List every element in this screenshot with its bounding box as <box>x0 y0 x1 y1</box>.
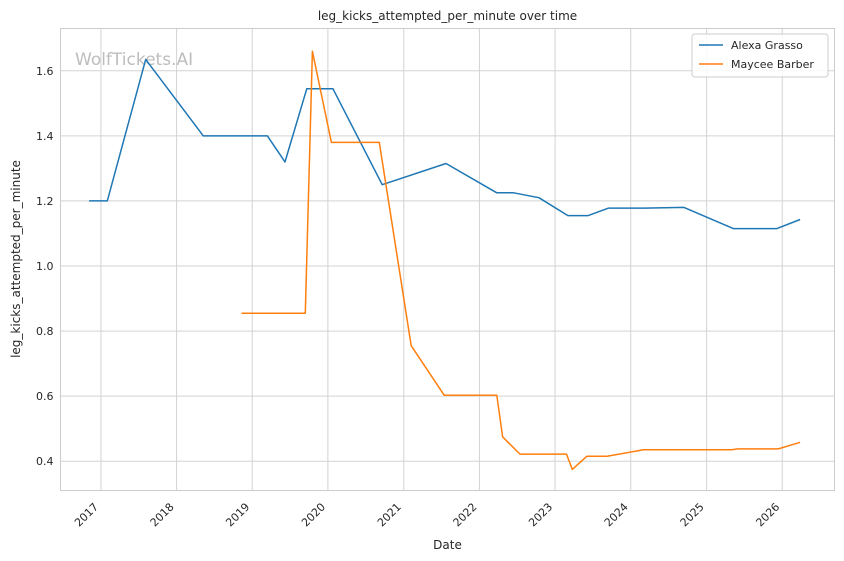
chart-title: leg_kicks_attempted_per_minute over time <box>318 9 577 23</box>
y-tick-label: 0.6 <box>36 390 54 403</box>
y-tick-label: 0.8 <box>36 325 54 338</box>
legend-box <box>691 33 829 78</box>
legend: Alexa Grasso Maycee Barber <box>691 33 829 78</box>
series-line-maycee-barber <box>241 50 801 471</box>
y-axis-label: leg_kicks_attempted_per_minute <box>9 160 23 358</box>
grid-lines <box>60 28 835 491</box>
series-lines <box>89 50 801 471</box>
y-tick-label: 1.2 <box>36 195 54 208</box>
y-tick-label: 1.6 <box>36 65 54 78</box>
series-line-alexa-grasso <box>89 58 801 230</box>
legend-label-maycee-barber: Maycee Barber <box>731 58 814 71</box>
y-tick-labels: 0.4 0.6 0.8 1.0 1.2 1.4 1.6 <box>36 65 54 468</box>
plot-frame <box>60 28 835 491</box>
legend-label-alexa-grasso: Alexa Grasso <box>731 39 803 52</box>
x-axis-label: Date <box>433 538 462 552</box>
y-tick-label: 1.4 <box>36 130 54 143</box>
y-tick-label: 1.0 <box>36 260 54 273</box>
watermark-text: WolfTickets.AI <box>75 50 193 70</box>
y-tick-label: 0.4 <box>36 455 54 468</box>
